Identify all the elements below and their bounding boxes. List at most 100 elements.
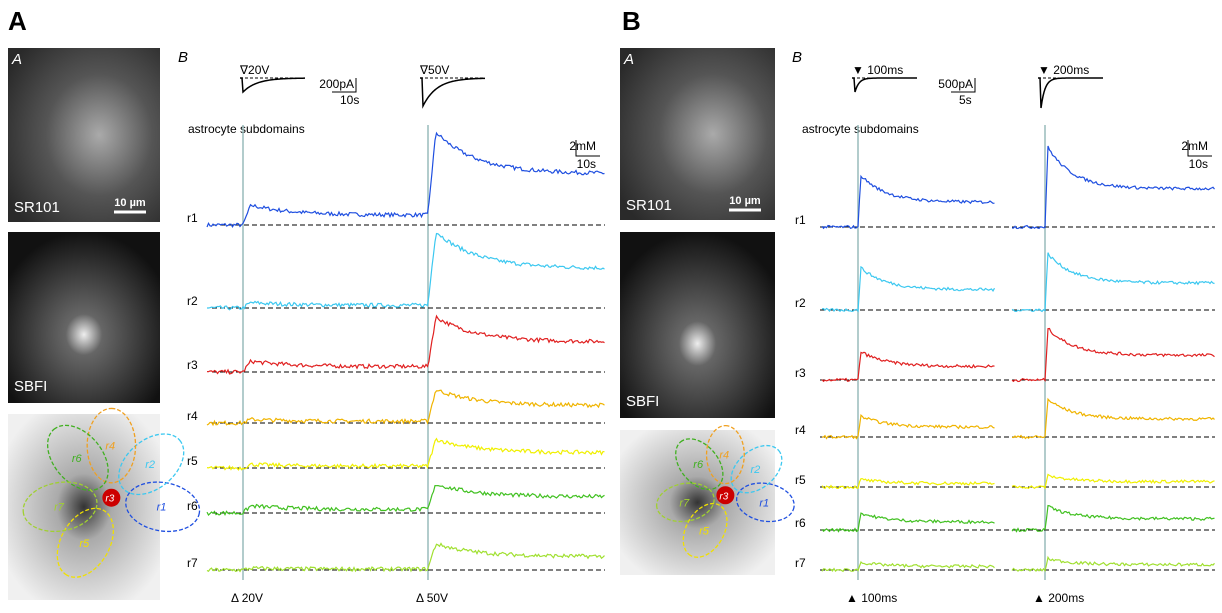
micrograph <box>8 232 160 403</box>
current-trace <box>420 77 486 109</box>
micrograph <box>620 430 775 575</box>
roi-label: r6 <box>693 459 704 471</box>
trace-label: r3 <box>795 366 806 380</box>
panel-label: B <box>622 6 641 36</box>
stimulus-marker: ▲ 100ms <box>846 591 897 605</box>
roi-label: r2 <box>751 464 761 476</box>
signal-trace <box>206 542 605 573</box>
trace-label: r4 <box>795 423 806 437</box>
signal-trace <box>821 512 995 533</box>
trace-label: r6 <box>187 499 198 513</box>
signal-trace <box>821 351 995 383</box>
image-label: A <box>623 51 634 68</box>
roi-outline <box>705 424 745 485</box>
signal-trace <box>1011 252 1215 313</box>
trace-label: r1 <box>795 213 806 227</box>
scale-bar-label: 10 µm <box>114 197 146 209</box>
signal-trace <box>1012 145 1215 230</box>
current-trace <box>852 77 917 93</box>
scale-bar <box>951 78 976 93</box>
current-trace <box>1038 77 1103 109</box>
signal-trace <box>821 560 995 573</box>
stimulus-label: ∇50V <box>419 63 449 77</box>
stimulus-marker: Δ 50V <box>416 591 448 605</box>
stimulus-label: ∇20V <box>239 63 269 77</box>
scale-label: 10s <box>577 157 596 171</box>
chart-label: B <box>178 49 188 66</box>
roi-label: r7 <box>54 502 65 514</box>
trace-label: r5 <box>187 454 198 468</box>
roi-outline <box>656 482 715 523</box>
signal-trace <box>207 232 605 311</box>
roi-label: r1 <box>157 502 167 514</box>
roi-label: r4 <box>719 450 729 462</box>
trace-label: r1 <box>187 211 198 225</box>
roi-label: r4 <box>105 441 115 453</box>
current-trace <box>240 77 306 94</box>
roi-label: r3 <box>719 491 728 502</box>
roi-outline <box>730 444 783 494</box>
heading: astrocyte subdomains <box>802 122 919 136</box>
roi-outline <box>735 482 795 523</box>
trace-label: r2 <box>795 296 806 310</box>
roi-outline <box>22 481 98 533</box>
trace-label: r3 <box>187 358 198 372</box>
scale-bar <box>1187 140 1212 157</box>
scale-bar <box>575 140 600 157</box>
roi-outline <box>675 438 724 491</box>
signal-trace <box>821 478 995 490</box>
signal-trace <box>1011 555 1215 573</box>
scale-label: 200pA <box>319 77 354 91</box>
roi-label: r2 <box>145 459 155 471</box>
scale-label: 10s <box>340 93 359 107</box>
trace-label: r6 <box>795 516 806 530</box>
signal-trace <box>1011 327 1215 383</box>
signal-trace <box>206 314 605 375</box>
signal-trace <box>1011 504 1215 533</box>
roi-outline <box>86 407 137 484</box>
signal-trace <box>821 265 996 313</box>
signal-trace <box>821 174 995 230</box>
roi-label: r5 <box>699 525 710 537</box>
scale-label: 10s <box>1189 157 1208 171</box>
roi-label: r1 <box>759 497 769 509</box>
signal-trace <box>821 414 995 440</box>
soma <box>716 486 735 505</box>
panel-label: A <box>8 6 27 36</box>
trace-label: r7 <box>187 556 198 570</box>
trace-label: r7 <box>795 556 806 570</box>
roi-label: r7 <box>679 497 690 509</box>
signal-trace <box>1011 397 1215 440</box>
image-name: SBFI <box>14 378 47 395</box>
micrograph <box>620 48 775 220</box>
chart-label: B <box>792 49 802 66</box>
micrograph <box>8 414 160 600</box>
signal-trace <box>206 437 605 471</box>
scale-label: 5s <box>959 93 972 107</box>
trace-label: r5 <box>795 473 806 487</box>
stimulus-label: ▼ 100ms <box>852 63 903 77</box>
trace-label: r4 <box>187 409 198 423</box>
roi-label: r3 <box>105 494 114 505</box>
image-label: A <box>11 51 22 68</box>
signal-trace <box>206 484 605 516</box>
roi-label: r5 <box>79 538 90 550</box>
heading: astrocyte subdomains <box>188 122 305 136</box>
stimulus-label: ▼ 200ms <box>1038 63 1089 77</box>
micrograph <box>620 232 775 418</box>
roi-outline <box>46 424 109 491</box>
scale-label: 500pA <box>938 77 973 91</box>
image-name: SR101 <box>14 199 60 216</box>
stimulus-marker: ▲ 200ms <box>1033 591 1084 605</box>
soma <box>102 488 121 507</box>
micrograph <box>8 48 160 222</box>
image-name: SBFI <box>626 393 659 410</box>
scale-label: 2mM <box>1181 139 1208 153</box>
roi-outline <box>682 502 728 558</box>
scale-label: 2mM <box>569 139 596 153</box>
signal-trace <box>206 131 605 228</box>
roi-label: r6 <box>72 453 83 465</box>
signal-trace <box>206 389 605 427</box>
scale-bar-label: 10 µm <box>729 195 761 207</box>
